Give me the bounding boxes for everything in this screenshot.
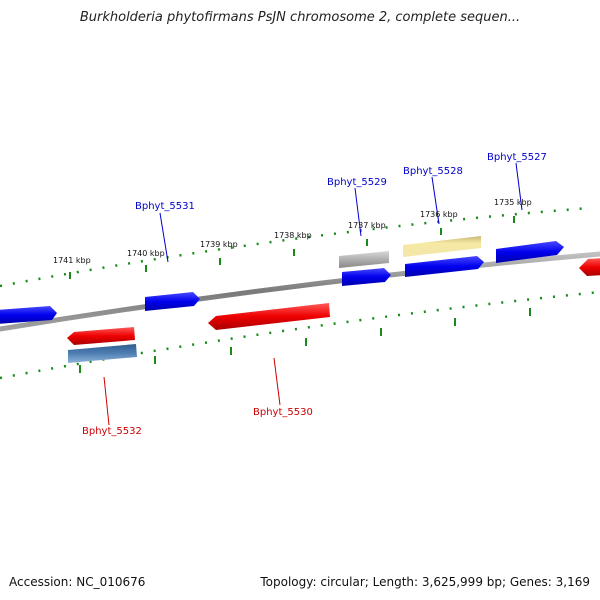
- outer-ruler: [0, 206, 591, 288]
- gene-arrow-icon[interactable]: [67, 327, 135, 345]
- gene-label[interactable]: Bphyt_5530: [253, 407, 313, 418]
- gene-label[interactable]: Bphyt_5527: [487, 152, 547, 163]
- gene-label[interactable]: Bphyt_5529: [327, 177, 387, 188]
- kbp-labels: 1741 kbp 1740 kbp 1739 kbp 1738 kbp 1737…: [53, 198, 532, 265]
- gene-arrow-icon[interactable]: [208, 303, 330, 330]
- kbp-label: 1741 kbp: [53, 256, 91, 265]
- gene-label[interactable]: Bphyt_5528: [403, 166, 463, 177]
- genome-summary: Topology: circular; Length: 3,625,999 bp…: [260, 575, 590, 589]
- kbp-label: 1740 kbp: [127, 249, 165, 258]
- gene-leader-line: [515, 162, 523, 211]
- gene-leader-line: [431, 176, 440, 225]
- gene-leader-line: [159, 212, 169, 263]
- map-title: Burkholderia phytofirmans PsJN chromosom…: [79, 10, 521, 25]
- kbp-label: 1739 kbp: [200, 240, 238, 249]
- gene-bphyt-5527[interactable]: Bphyt_5527: [487, 152, 564, 263]
- gene-bphyt-5528[interactable]: Bphyt_5528: [403, 166, 484, 277]
- gene-leader-line: [354, 187, 362, 237]
- kbp-label: 1738 kbp: [274, 231, 312, 240]
- gene-leader-line: [103, 376, 110, 426]
- kbp-label: 1735 kbp: [494, 198, 532, 207]
- gene-arrow-icon[interactable]: [496, 241, 564, 263]
- gene-bphyt-5529[interactable]: Bphyt_5529: [327, 177, 391, 286]
- gene-label[interactable]: Bphyt_5532: [82, 426, 142, 437]
- gene-arrow-icon[interactable]: [342, 268, 391, 286]
- gene-bphyt-5530[interactable]: Bphyt_5530: [208, 303, 330, 418]
- kbp-label: 1736 kbp: [420, 210, 458, 219]
- gene-arrow-icon[interactable]: [68, 344, 137, 363]
- gene-arrow-icon[interactable]: [145, 292, 200, 311]
- outer-ruler-dots: [0, 206, 591, 288]
- gene-bphyt-5531[interactable]: Bphyt_5531: [135, 201, 200, 311]
- gene-leader-line: [273, 357, 281, 406]
- chromosome-backbone: [0, 251, 600, 332]
- gene-label[interactable]: Bphyt_5531: [135, 201, 195, 212]
- gene-bphyt-5532[interactable]: Bphyt_5532: [67, 327, 142, 437]
- gene-arrow-icon[interactable]: [0, 306, 57, 324]
- gene-arrow-icon[interactable]: [403, 236, 481, 257]
- gene-arrow-icon[interactable]: [339, 251, 389, 268]
- kbp-label: 1737 kbp: [348, 221, 386, 230]
- accession-label: Accession: NC_010676: [9, 575, 146, 589]
- gene-arrow-icon[interactable]: [579, 258, 600, 276]
- inner-ruler-dots: [0, 290, 600, 380]
- gene-arrow-icon[interactable]: [405, 256, 484, 277]
- inner-ruler: [0, 290, 600, 380]
